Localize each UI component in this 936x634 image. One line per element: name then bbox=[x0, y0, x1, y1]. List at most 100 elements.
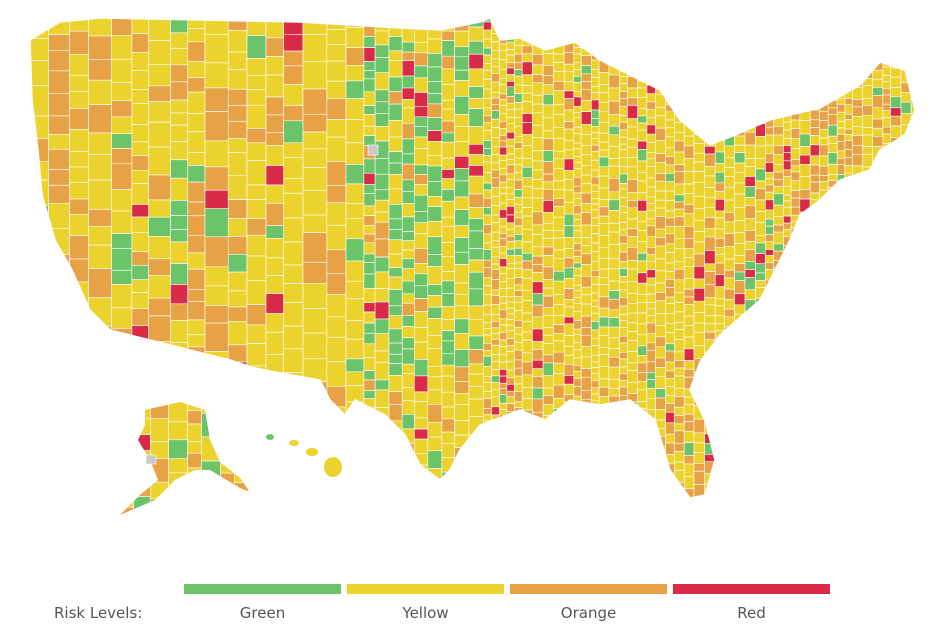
county bbox=[521, 252, 533, 262]
county bbox=[514, 196, 523, 205]
county bbox=[665, 136, 675, 149]
county bbox=[133, 511, 151, 515]
county bbox=[521, 197, 533, 208]
county bbox=[499, 402, 508, 410]
county bbox=[619, 305, 628, 315]
county bbox=[30, 38, 49, 61]
county bbox=[626, 56, 638, 70]
county bbox=[626, 462, 638, 476]
county bbox=[514, 432, 523, 442]
county bbox=[619, 335, 628, 344]
county bbox=[783, 229, 792, 237]
county bbox=[187, 41, 206, 62]
county bbox=[734, 43, 746, 54]
county bbox=[573, 427, 582, 436]
county bbox=[799, 466, 811, 475]
county bbox=[265, 184, 285, 204]
county bbox=[764, 48, 774, 60]
county bbox=[608, 191, 620, 201]
county bbox=[674, 329, 685, 340]
county bbox=[862, 345, 874, 356]
county bbox=[819, 434, 829, 442]
county bbox=[563, 121, 575, 130]
county bbox=[714, 191, 725, 200]
county bbox=[374, 479, 390, 494]
county bbox=[468, 175, 484, 195]
county bbox=[506, 296, 515, 303]
county bbox=[131, 183, 149, 205]
county bbox=[30, 338, 49, 370]
county bbox=[532, 188, 544, 199]
county bbox=[506, 164, 515, 175]
county bbox=[363, 311, 376, 324]
county bbox=[890, 46, 902, 58]
county bbox=[626, 200, 638, 209]
county bbox=[744, 392, 756, 407]
county bbox=[521, 228, 533, 243]
county bbox=[598, 366, 610, 380]
county bbox=[626, 410, 638, 424]
county bbox=[900, 331, 912, 344]
county bbox=[345, 338, 365, 360]
county bbox=[346, 502, 364, 522]
county bbox=[491, 445, 500, 457]
county bbox=[900, 202, 912, 216]
county bbox=[401, 258, 415, 269]
county bbox=[580, 334, 592, 347]
county bbox=[514, 255, 523, 264]
county bbox=[910, 494, 915, 498]
county bbox=[514, 102, 523, 110]
county bbox=[764, 191, 774, 201]
county bbox=[413, 92, 429, 107]
county bbox=[48, 353, 70, 377]
county bbox=[665, 481, 675, 492]
county bbox=[836, 378, 846, 387]
county bbox=[882, 446, 891, 456]
county bbox=[655, 367, 666, 378]
county bbox=[573, 76, 582, 83]
county bbox=[852, 292, 864, 303]
county bbox=[468, 218, 484, 232]
county bbox=[655, 66, 666, 76]
county bbox=[441, 55, 455, 70]
county bbox=[790, 31, 801, 41]
county bbox=[910, 261, 915, 270]
county bbox=[441, 84, 455, 101]
county bbox=[608, 378, 620, 389]
county bbox=[388, 375, 403, 393]
county bbox=[890, 260, 902, 271]
county bbox=[468, 126, 484, 145]
county bbox=[809, 463, 820, 476]
county bbox=[427, 53, 443, 68]
county bbox=[499, 258, 508, 268]
county bbox=[499, 318, 508, 326]
county bbox=[827, 493, 838, 498]
county bbox=[265, 331, 285, 355]
county bbox=[563, 335, 575, 347]
county bbox=[882, 434, 891, 441]
county bbox=[491, 470, 500, 479]
county bbox=[48, 481, 70, 498]
county bbox=[30, 287, 49, 312]
county bbox=[809, 181, 820, 194]
county bbox=[626, 126, 638, 140]
county bbox=[590, 485, 600, 496]
county bbox=[573, 18, 582, 23]
county bbox=[910, 320, 915, 333]
county bbox=[414, 502, 428, 519]
county bbox=[413, 489, 429, 498]
county bbox=[799, 270, 811, 281]
county bbox=[499, 430, 508, 441]
county bbox=[401, 293, 415, 304]
county bbox=[852, 402, 864, 411]
county bbox=[637, 87, 648, 98]
county bbox=[150, 520, 168, 540]
county bbox=[521, 61, 533, 76]
county bbox=[514, 179, 523, 190]
county-no-data bbox=[145, 454, 157, 465]
county bbox=[862, 450, 874, 461]
county bbox=[882, 319, 891, 327]
county bbox=[265, 114, 285, 134]
county bbox=[482, 161, 492, 173]
county bbox=[265, 497, 285, 498]
